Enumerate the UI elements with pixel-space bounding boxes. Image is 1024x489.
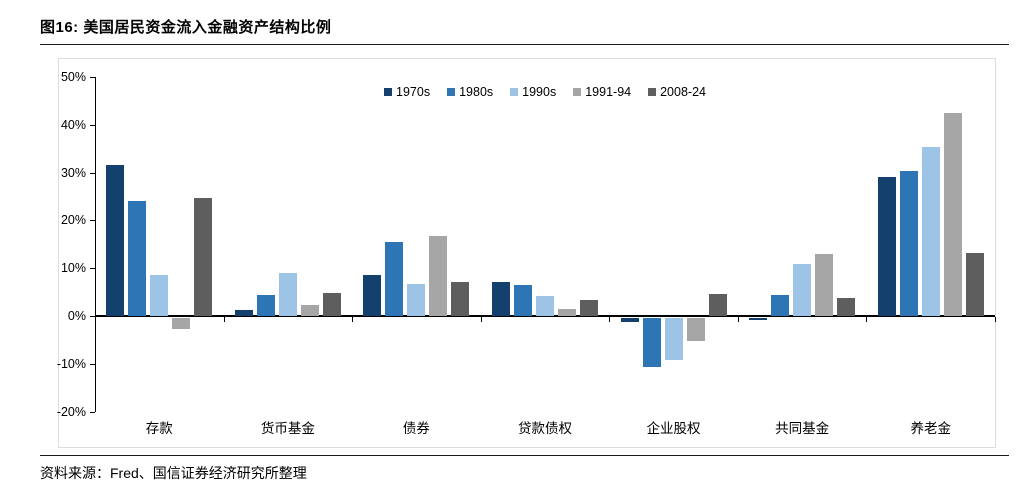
x-axis-tick bbox=[866, 316, 868, 322]
bar-2008-24-贷款债权 bbox=[580, 299, 598, 316]
source-note: 资料来源：Fred、国信证券经济研究所整理 bbox=[40, 465, 307, 481]
x-axis-category-label: 养老金 bbox=[910, 421, 951, 436]
x-axis-tick bbox=[95, 316, 96, 322]
bar-1980s-贷款债权 bbox=[514, 284, 532, 316]
bar-1980s-共同基金 bbox=[771, 294, 790, 316]
bar-1970s-养老金 bbox=[877, 177, 896, 316]
x-axis-category-label: 存款 bbox=[145, 421, 173, 436]
legend-item-1980s: 1980s bbox=[447, 85, 493, 99]
y-axis-tick-label: -20% bbox=[56, 404, 86, 419]
bar-1980s-存款 bbox=[128, 201, 147, 316]
x-axis-tick bbox=[480, 316, 482, 322]
bar-1970s-企业股权 bbox=[620, 317, 639, 323]
chart-frame bbox=[58, 58, 996, 448]
y-axis-tick-label: 20% bbox=[60, 213, 86, 228]
bar-1980s-养老金 bbox=[899, 171, 918, 316]
bar-1991-94-共同基金 bbox=[815, 253, 834, 316]
bar-1990s-养老金 bbox=[921, 147, 940, 316]
legend-label: 1970s bbox=[396, 85, 431, 99]
legend-swatch-icon bbox=[573, 88, 582, 96]
bar-2008-24-企业股权 bbox=[708, 294, 727, 316]
y-axis-tick bbox=[90, 411, 95, 413]
bar-1980s-货币基金 bbox=[256, 294, 275, 316]
title-divider bbox=[40, 44, 1009, 45]
legend-label: 2008-24 bbox=[660, 85, 706, 99]
bar-1991-94-贷款债权 bbox=[558, 309, 576, 316]
bar-1970s-存款 bbox=[106, 165, 125, 316]
bar-1990s-共同基金 bbox=[793, 264, 812, 316]
bar-1970s-共同基金 bbox=[749, 317, 768, 320]
bar-1991-94-企业股权 bbox=[686, 317, 705, 341]
bar-1990s-贷款债权 bbox=[536, 296, 554, 316]
figure-title: 图16: 美国居民资金流入金融资产结构比例 bbox=[40, 19, 332, 36]
legend-swatch-icon bbox=[447, 88, 456, 96]
bar-1990s-货币基金 bbox=[278, 273, 297, 316]
x-axis-category-label: 共同基金 bbox=[775, 421, 830, 436]
bar-2008-24-养老金 bbox=[965, 253, 984, 316]
source-divider bbox=[40, 455, 1009, 456]
chart-legend: 1970s 1980s 1990s 1991-94 2008-24 bbox=[95, 84, 995, 100]
bar-1980s-企业股权 bbox=[642, 317, 661, 367]
bar-1991-94-存款 bbox=[172, 317, 191, 329]
y-axis-tick bbox=[90, 220, 95, 222]
bar-1970s-货币基金 bbox=[234, 310, 253, 316]
legend-item-1990s: 1990s bbox=[510, 85, 556, 99]
x-axis-tick bbox=[995, 316, 996, 322]
legend-swatch-icon bbox=[384, 88, 393, 96]
bar-1970s-债券 bbox=[363, 275, 382, 316]
y-axis-tick bbox=[90, 268, 95, 270]
legend-label: 1980s bbox=[459, 85, 494, 99]
x-axis-tick bbox=[223, 316, 225, 322]
legend-label: 1991-94 bbox=[585, 85, 632, 99]
legend-item-1991-94: 1991-94 bbox=[573, 85, 631, 99]
bar-1990s-债券 bbox=[407, 283, 426, 316]
bar-2008-24-债券 bbox=[451, 282, 470, 316]
legend-item-2008-24: 2008-24 bbox=[648, 85, 706, 99]
bar-2008-24-货币基金 bbox=[322, 293, 341, 316]
bar-1991-94-养老金 bbox=[943, 113, 962, 316]
x-axis-tick bbox=[352, 316, 354, 322]
legend-label: 1990s bbox=[522, 85, 557, 99]
y-axis-tick bbox=[90, 124, 95, 126]
x-axis-category-label: 货币基金 bbox=[260, 421, 315, 436]
bar-1991-94-债券 bbox=[429, 236, 448, 316]
bar-1990s-企业股权 bbox=[664, 317, 683, 361]
bar-2008-24-存款 bbox=[194, 198, 213, 316]
bar-1980s-债券 bbox=[385, 241, 404, 316]
y-axis-tick bbox=[90, 77, 95, 78]
legend-swatch-icon bbox=[510, 88, 519, 96]
y-axis-tick-label: 0% bbox=[67, 309, 86, 323]
legend-swatch-icon bbox=[648, 88, 657, 96]
y-axis-tick-label: 30% bbox=[60, 165, 86, 180]
y-axis-tick-label: 40% bbox=[60, 117, 86, 132]
y-axis-line bbox=[95, 77, 96, 412]
y-axis-tick bbox=[90, 172, 95, 174]
bar-1990s-存款 bbox=[150, 275, 169, 316]
y-axis-tick bbox=[90, 316, 95, 317]
x-axis-category-label: 债券 bbox=[402, 421, 430, 436]
y-axis-tick bbox=[90, 363, 95, 365]
x-axis-tick bbox=[737, 316, 739, 322]
x-axis-tick bbox=[609, 316, 611, 322]
y-axis-tick-label: 50% bbox=[60, 70, 86, 84]
y-axis-tick-label: -10% bbox=[56, 356, 86, 371]
bar-1970s-贷款债权 bbox=[492, 281, 510, 316]
bar-2008-24-共同基金 bbox=[837, 297, 856, 316]
x-axis-category-label: 企业股权 bbox=[646, 421, 701, 436]
legend-item-1970s: 1970s bbox=[384, 85, 430, 99]
bar-1991-94-货币基金 bbox=[300, 304, 319, 316]
y-axis-tick-label: 10% bbox=[60, 261, 86, 276]
x-axis-category-label: 贷款债权 bbox=[518, 421, 572, 436]
